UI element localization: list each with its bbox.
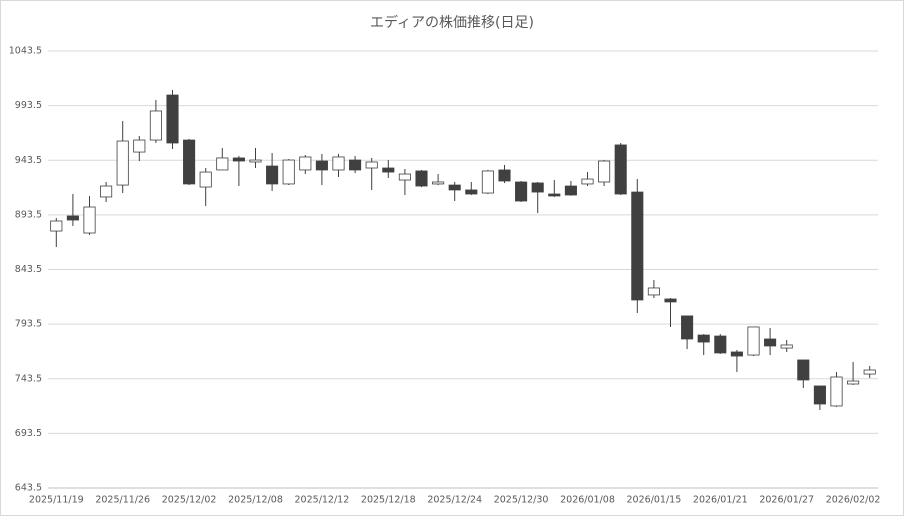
candle-body xyxy=(199,171,212,188)
candle-body xyxy=(780,344,793,349)
candle-body xyxy=(747,326,760,356)
candle-body xyxy=(813,385,826,405)
x-tick-label: 2026/01/08 xyxy=(560,495,615,506)
x-tick-label: 2025/12/12 xyxy=(295,495,350,506)
candle-body xyxy=(764,338,777,347)
candle-body xyxy=(465,189,478,195)
candle-body xyxy=(664,298,677,303)
candle-body xyxy=(614,144,627,195)
candle-body xyxy=(847,380,860,385)
candle-body xyxy=(133,139,146,153)
candle-body xyxy=(714,335,727,354)
x-tick-label: 2026/01/15 xyxy=(627,495,682,506)
candle-body xyxy=(631,191,644,301)
candle-body xyxy=(149,110,162,141)
y-tick-label: 693.5 xyxy=(15,428,42,439)
candle-body xyxy=(183,139,196,185)
candle-body xyxy=(481,170,494,194)
candle-body xyxy=(398,173,411,181)
x-tick-label: 2025/12/02 xyxy=(162,495,217,506)
candle-body xyxy=(365,161,378,169)
candle-body xyxy=(647,287,660,296)
y-tick-label: 793.5 xyxy=(15,319,42,330)
y-tick-label: 943.5 xyxy=(15,155,42,166)
y-tick-label: 1043.5 xyxy=(9,46,42,57)
candle-body xyxy=(100,185,113,198)
y-tick-label: 893.5 xyxy=(15,209,42,220)
candle-body xyxy=(415,170,428,187)
candle-body xyxy=(116,140,129,186)
x-tick-label: 2025/12/18 xyxy=(361,495,416,506)
candle-body xyxy=(581,178,594,185)
chart-title: エディアの株価推移(日足) xyxy=(370,14,534,31)
candle-body xyxy=(66,215,79,221)
candle-body xyxy=(797,359,810,381)
candle-body xyxy=(216,157,229,171)
x-tick-label: 2025/11/26 xyxy=(95,495,150,506)
candle-body xyxy=(382,167,395,173)
candle-body xyxy=(83,206,96,234)
candle-body xyxy=(332,156,345,171)
candle-body xyxy=(863,369,876,375)
candle-body xyxy=(266,165,279,185)
candle-body xyxy=(282,159,295,185)
candle-body xyxy=(448,184,461,191)
x-tick-label: 2026/01/27 xyxy=(759,495,814,506)
candle-body xyxy=(349,159,362,171)
candle-body xyxy=(232,157,245,162)
candle-body xyxy=(730,351,743,357)
candle-body xyxy=(249,159,262,163)
candle-body xyxy=(50,220,63,232)
candle-body xyxy=(564,185,577,196)
candle-body xyxy=(315,160,328,171)
y-tick-label: 743.5 xyxy=(15,373,42,384)
y-tick-label: 843.5 xyxy=(15,264,42,275)
y-tick-label: 993.5 xyxy=(15,100,42,111)
y-tick-label: 643.5 xyxy=(15,483,42,494)
candle-body xyxy=(531,182,544,193)
candle-body xyxy=(166,94,179,144)
x-tick-label: 2026/01/21 xyxy=(693,495,748,506)
candle-body xyxy=(498,169,511,182)
x-tick-label: 2025/12/08 xyxy=(228,495,283,506)
candle-body xyxy=(681,315,694,340)
candle-body xyxy=(299,156,312,171)
candle-body xyxy=(830,376,843,407)
candle-body xyxy=(432,181,445,185)
candle-body xyxy=(548,193,561,197)
candle-body xyxy=(598,160,611,183)
candle-body xyxy=(515,181,528,202)
x-tick-label: 2025/12/30 xyxy=(494,495,549,506)
x-tick-label: 2025/12/24 xyxy=(427,495,482,506)
candle-body xyxy=(697,334,710,343)
x-tick-label: 2025/11/19 xyxy=(29,495,84,506)
x-tick-label: 2026/02/02 xyxy=(826,495,881,506)
